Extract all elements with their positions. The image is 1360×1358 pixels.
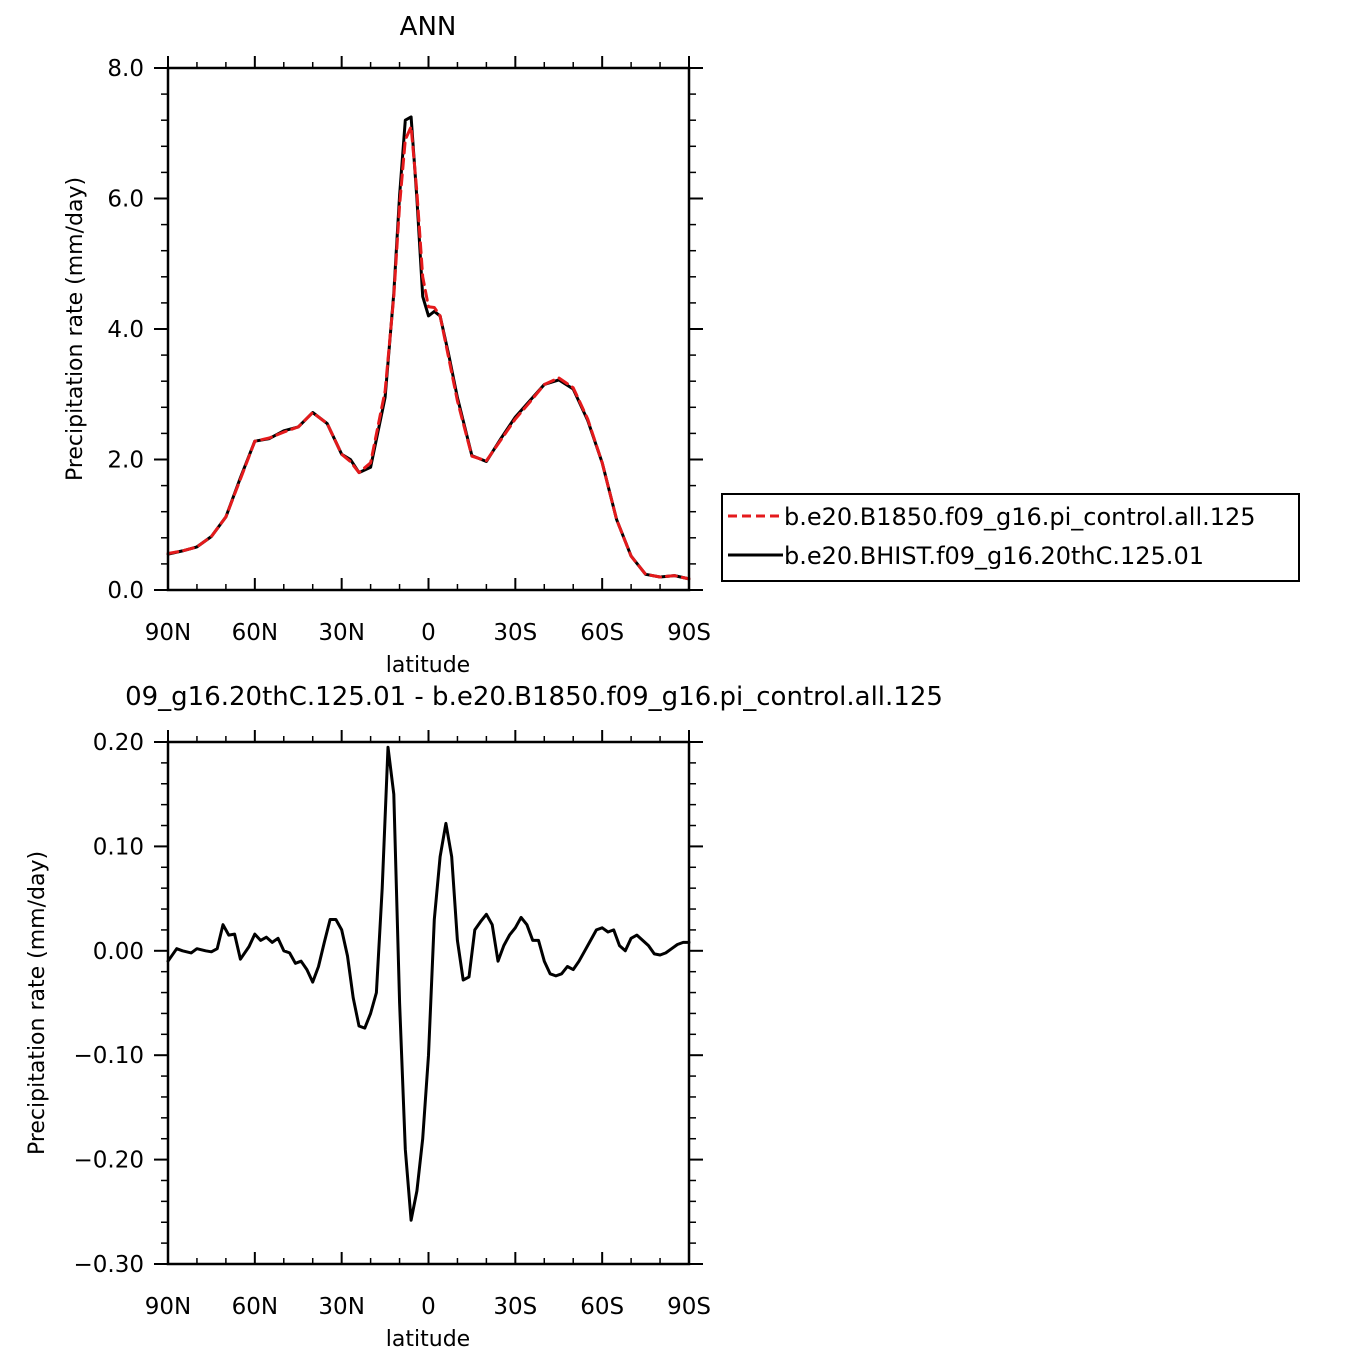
y-tick-label: −0.30 xyxy=(74,1252,144,1278)
panel-title: 09_g16.20thC.125.01 - b.e20.B1850.f09_g1… xyxy=(125,682,943,712)
annual-precipitation-panel: ANN 90N 60N 30N 0 30S 60S 90S 0.0 2.0 4.0 6.0 8.0 l… xyxy=(63,12,1300,678)
x-tick-label: 90S xyxy=(667,1294,711,1320)
legend-label-control: b.e20.B1850.f09_g16.pi_control.all.125 xyxy=(784,503,1256,531)
series-line xyxy=(166,745,691,1222)
series-line xyxy=(166,115,691,581)
y-tick-label: 8.0 xyxy=(107,56,144,82)
x-tick-label: 60N xyxy=(232,1294,278,1320)
y-tick-label: −0.20 xyxy=(74,1148,144,1174)
y-axis-label: Precipitation rate (mm/day) xyxy=(63,177,88,481)
tick-labels: 90N 60N 30N 0 30S 60S 90S 0.0 2.0 4.0 6.0 8.0 xyxy=(107,56,711,646)
y-tick-label: 0.20 xyxy=(93,730,144,756)
x-tick-label: 60N xyxy=(232,620,278,646)
x-axis-label: latitude xyxy=(386,1327,470,1352)
legend-label-hist: b.e20.BHIST.f09_g16.20thC.125.01 xyxy=(784,542,1204,570)
y-tick-label: 6.0 xyxy=(107,187,144,213)
series-layer xyxy=(166,745,691,1222)
plot-frame xyxy=(166,66,691,592)
legend: b.e20.B1850.f09_g16.pi_control.all.125 b… xyxy=(721,493,1300,582)
x-tick-label: 60S xyxy=(580,1294,624,1320)
y-tick-label: 2.0 xyxy=(107,448,144,474)
legend-box xyxy=(721,493,1300,582)
x-tick-label: 0 xyxy=(421,1294,436,1320)
tick-marks xyxy=(154,730,703,1265)
panel-title: ANN xyxy=(400,12,457,42)
difference-panel: 09_g16.20thC.125.01 - b.e20.B1850.f09_g1… xyxy=(25,682,943,1352)
x-axis-label: latitude xyxy=(386,653,470,678)
y-axis-label: Precipitation rate (mm/day) xyxy=(25,851,50,1155)
x-tick-label: 90N xyxy=(145,620,191,646)
series-line xyxy=(166,125,691,581)
y-tick-label: 0.10 xyxy=(93,834,144,860)
series-layer xyxy=(166,115,691,581)
x-tick-label: 30N xyxy=(318,620,364,646)
y-tick-label: 0.0 xyxy=(107,578,144,604)
tick-marks xyxy=(154,56,703,591)
y-tick-label: 0.00 xyxy=(93,939,144,965)
x-tick-label: 90S xyxy=(667,620,711,646)
x-tick-label: 60S xyxy=(580,620,624,646)
y-tick-label: −0.10 xyxy=(74,1043,144,1069)
x-tick-label: 30N xyxy=(318,1294,364,1320)
x-tick-label: 90N xyxy=(145,1294,191,1320)
x-tick-label: 30S xyxy=(493,1294,537,1320)
x-tick-label: 30S xyxy=(493,620,537,646)
plot-frame xyxy=(166,740,691,1266)
x-tick-label: 0 xyxy=(421,620,436,646)
tick-labels: 90N 60N 30N 0 30S 60S 90S −0.30 −0.20 −0.10 0.00 0.… xyxy=(74,730,711,1320)
y-tick-label: 4.0 xyxy=(107,317,144,343)
